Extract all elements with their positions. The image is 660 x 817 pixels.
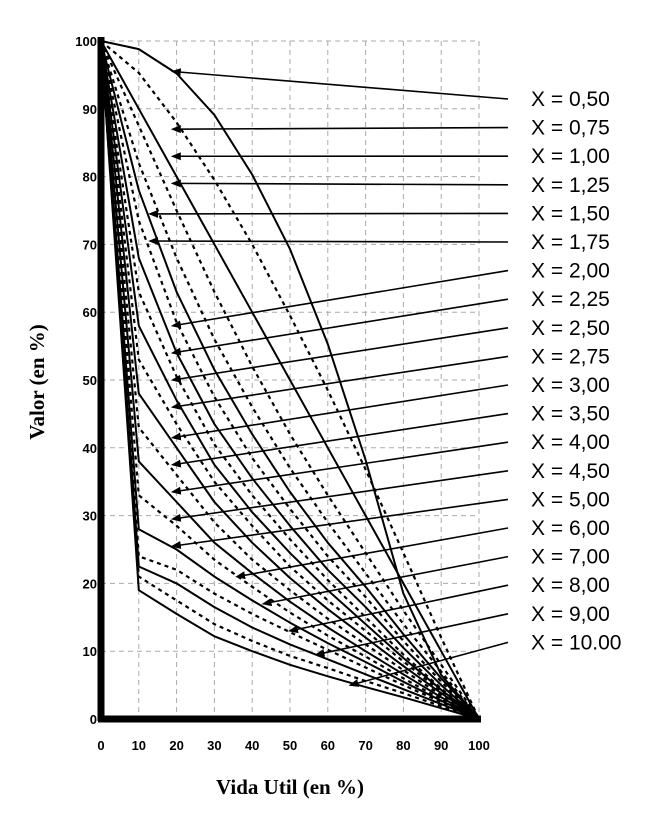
x-tick-20: 20 (169, 738, 183, 753)
y-tick-60: 60 (83, 305, 97, 320)
legend-arrow-2 (170, 125, 509, 134)
series-line-17 (99, 40, 480, 721)
series-line-12 (100, 40, 480, 720)
series-line-8 (100, 40, 480, 720)
series-line-19 (99, 40, 480, 721)
y-tick-100: 100 (75, 34, 97, 49)
series-line-15 (99, 40, 480, 720)
series-line-13 (99, 40, 480, 720)
legend-label-15: X = 5,00 (531, 488, 610, 511)
legend-arrow-20 (348, 641, 509, 687)
y-tick-50: 50 (83, 373, 97, 388)
legend-label-12: X = 3,50 (531, 403, 610, 426)
legend-arrow-13 (170, 441, 509, 495)
y-tick-40: 40 (83, 441, 97, 456)
series-line-14 (100, 40, 480, 720)
y-tick-30: 30 (83, 509, 97, 524)
legend-arrow-1 (170, 68, 509, 100)
legend-arrow-4 (170, 179, 509, 188)
legend-arrow-19 (314, 613, 509, 657)
series-line-6 (100, 40, 480, 720)
legend-arrow-7 (170, 269, 509, 329)
series-line-5 (99, 40, 480, 720)
legend-label-11: X = 3,00 (531, 374, 610, 397)
x-tick-50: 50 (283, 738, 297, 753)
legend-arrow-12 (170, 412, 509, 468)
legend-arrow-17 (261, 555, 509, 607)
x-axis-title: Vida Util (en %) (216, 775, 364, 799)
series-line-2 (100, 40, 480, 720)
x-tick-70: 70 (358, 738, 372, 753)
grid (101, 40, 480, 719)
series-line-20 (100, 40, 480, 720)
series-line-3 (100, 40, 480, 720)
legend-label-20: X = 10.00 (531, 631, 622, 654)
legend-arrow-11 (170, 384, 509, 441)
series-line-9 (99, 40, 480, 720)
x-tick-10: 10 (132, 738, 146, 753)
legend-label-1: X = 0,50 (531, 88, 610, 111)
legend-arrows (148, 68, 509, 687)
axes (97, 37, 481, 723)
y-tick-70: 70 (83, 237, 97, 252)
series-line-1 (100, 40, 480, 720)
legend-arrow-15 (170, 498, 509, 549)
legend-label-2: X = 0,75 (531, 117, 610, 140)
legend-label-19: X = 9,00 (531, 603, 610, 626)
legend-label-9: X = 2,50 (531, 317, 610, 340)
legend-label-16: X = 6,00 (531, 517, 610, 540)
legend-label-3: X = 1,00 (531, 145, 610, 168)
legend-arrow-6 (148, 237, 509, 246)
legend-label-18: X = 8,00 (531, 574, 610, 597)
y-tick-90: 90 (83, 102, 97, 117)
y-axis-title: Valor (en %) (25, 324, 49, 440)
legend-label-8: X = 2,25 (531, 288, 610, 311)
x-tick-80: 80 (396, 738, 410, 753)
x-tick-90: 90 (434, 738, 448, 753)
legend-label-5: X = 1,50 (531, 202, 610, 225)
y-tick-0: 0 (90, 712, 97, 727)
x-tick-0: 0 (97, 738, 104, 753)
x-tick-30: 30 (207, 738, 221, 753)
legend-label-6: X = 1,75 (531, 231, 610, 254)
x-tick-60: 60 (321, 738, 335, 753)
legend-label-13: X = 4,00 (531, 431, 610, 454)
legend-label-14: X = 4,50 (531, 460, 610, 483)
legend-label-10: X = 2,75 (531, 345, 610, 368)
legend-arrow-9 (170, 327, 509, 383)
x-tick-40: 40 (245, 738, 259, 753)
legend-arrow-16 (235, 527, 509, 580)
legend-label-17: X = 7,00 (531, 546, 610, 569)
legend-arrow-14 (170, 470, 509, 522)
series-line-4 (99, 40, 480, 720)
series-lines (99, 40, 480, 721)
tick-labels: 0 10 20 30 40 50 60 70 80 90 100 0 10 20 30 40 50 60 70 80 9… (75, 34, 490, 753)
x-tick-100: 100 (468, 738, 490, 753)
y-tick-10: 10 (83, 644, 97, 659)
series-line-16 (100, 40, 480, 720)
y-tick-20: 20 (83, 576, 97, 591)
y-tick-80: 80 (83, 170, 97, 185)
legend-arrow-8 (170, 298, 509, 356)
legend-arrow-10 (170, 355, 509, 410)
legend-arrow-18 (288, 584, 509, 634)
legend: X = 0,50 X = 0,75 X = 1,00 X = 1,25 X = 1,50… (531, 88, 622, 654)
series-line-10 (100, 40, 480, 720)
legend-label-7: X = 2,00 (531, 260, 610, 283)
legend-label-4: X = 1,25 (531, 174, 610, 197)
series-line-18 (100, 40, 480, 720)
